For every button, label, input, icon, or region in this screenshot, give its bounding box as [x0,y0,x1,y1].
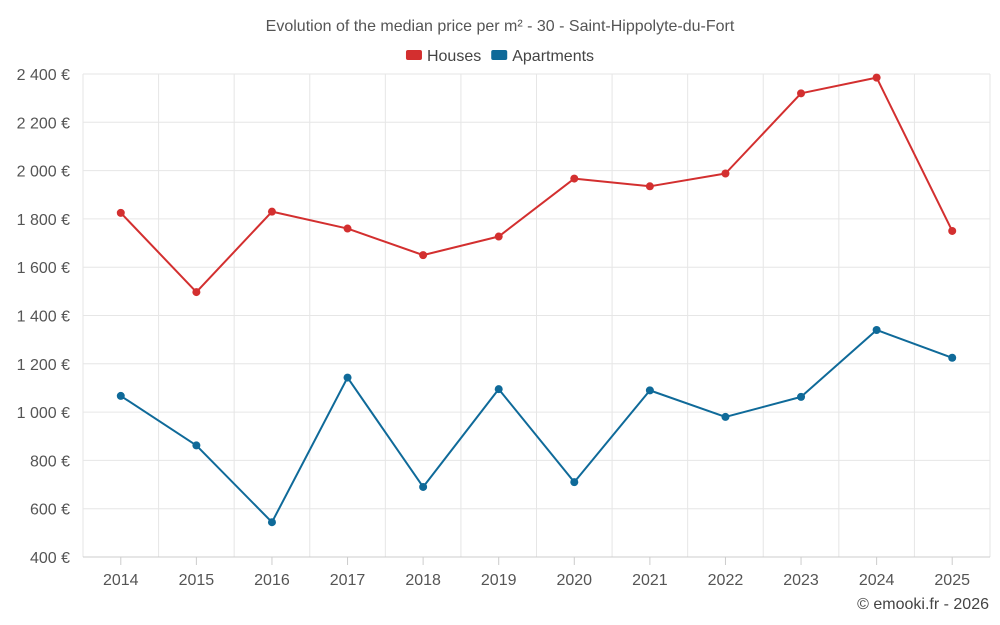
houses-data-point[interactable] [721,169,730,178]
x-tick-label: 2016 [254,572,290,589]
y-tick-label: 2 000 € [17,164,70,181]
credit-text: © emooki.fr - 2026 [857,596,989,613]
apartments-data-point[interactable] [948,353,957,362]
legend-label: Houses [427,48,481,65]
x-tick-label: 2020 [556,572,592,589]
apartments-data-point[interactable] [645,386,654,395]
y-tick-label: 800 € [30,453,70,470]
axes: 400 € 600 € 800 € 1 000 € 1 200 € 1 400 € 1 60… [17,67,990,589]
x-tick-label: 2015 [179,572,215,589]
houses-series-line [120,76,954,294]
y-tick-label: 2 400 € [17,67,70,84]
houses-data-point[interactable] [494,232,503,241]
chart-title: Evolution of the median price per m² - 3… [266,18,735,35]
houses-data-point[interactable] [872,73,881,82]
x-tick-label: 2022 [708,572,744,589]
legend: Houses Apartments [405,48,594,65]
apartments-data-point[interactable] [116,391,125,400]
apartments-data-point[interactable] [343,373,352,382]
series-layer [116,73,957,527]
legend-swatch [491,50,508,60]
houses-data-point[interactable] [192,288,201,297]
apartments-data-point[interactable] [570,478,579,487]
y-tick-label: 1 000 € [17,405,70,422]
apartments-data-point[interactable] [494,385,503,394]
legend-label: Apartments [512,48,594,65]
apartments-data-point[interactable] [721,412,730,421]
houses-data-point[interactable] [797,89,806,98]
y-tick-label: 1 200 € [17,357,70,374]
x-tick-label: 2021 [632,572,668,589]
legend-item-houses[interactable]: Houses [405,48,481,65]
x-tick-label: 2017 [330,572,366,589]
apartments-data-point[interactable] [419,482,428,491]
x-tick-label: 2014 [103,572,139,589]
x-tick-label: 2023 [783,572,819,589]
y-tick-label: 2 200 € [17,115,70,132]
y-tick-label: 1 800 € [17,212,70,229]
houses-data-point[interactable] [948,226,957,235]
y-tick-label: 1 600 € [17,260,70,277]
grid [82,73,991,557]
houses-data-point[interactable] [116,208,125,217]
apartments-data-point[interactable] [267,518,276,527]
houses-data-point[interactable] [343,224,352,233]
apartments-data-point[interactable] [872,325,881,334]
houses-data-point[interactable] [570,174,579,183]
x-tick-label: 2025 [934,572,970,589]
x-tick-label: 2018 [405,572,441,589]
y-tick-label: 600 € [30,502,70,519]
y-tick-label: 400 € [30,550,70,567]
apartments-data-point[interactable] [192,441,201,450]
legend-item-apartments[interactable]: Apartments [491,48,594,65]
houses-data-point[interactable] [267,207,276,216]
apartments-series-line [120,328,953,524]
houses-data-point[interactable] [419,251,428,260]
houses-data-point[interactable] [645,182,654,191]
y-tick-label: 1 400 € [17,309,70,326]
apartments-data-point[interactable] [797,392,806,401]
x-tick-label: 2024 [859,572,895,589]
x-tick-label: 2019 [481,572,517,589]
legend-swatch [405,50,422,60]
